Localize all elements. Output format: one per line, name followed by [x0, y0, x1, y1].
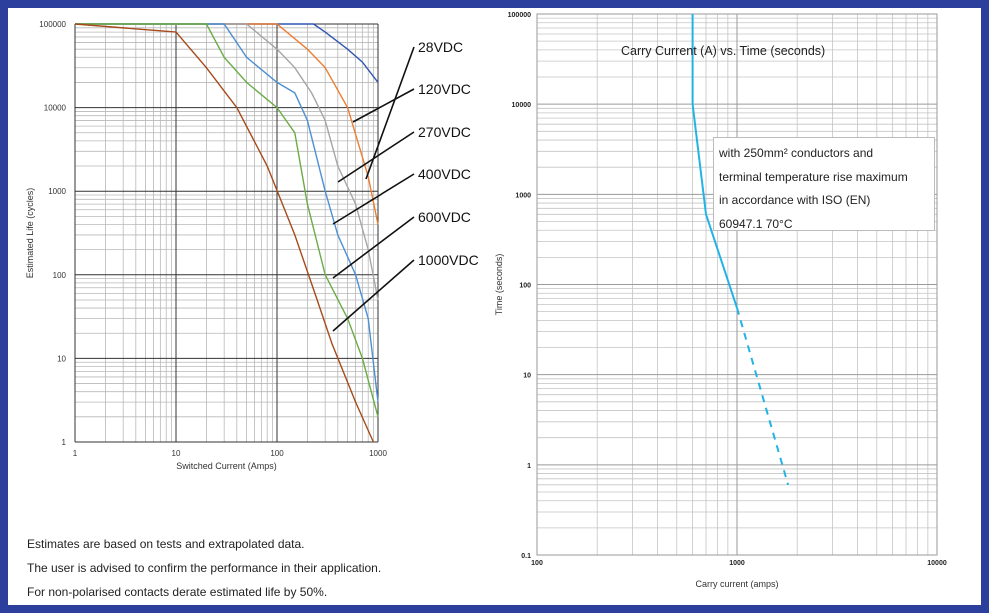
x-tick-label: 100	[270, 449, 284, 458]
top-border	[0, 0, 989, 8]
y-tick-label: 1	[527, 463, 531, 470]
x-tick-label: 1000	[369, 449, 387, 458]
x-axis-label: Carry current (amps)	[695, 579, 778, 589]
left-border	[0, 0, 8, 613]
y-tick-label: 100	[53, 271, 67, 280]
annotation-line-4: 60947.1 70°C	[719, 216, 793, 231]
callout-line-28vdc	[365, 46, 415, 180]
series-label-600vdc: 600VDC	[418, 209, 471, 225]
y-tick-label: 100000	[508, 12, 531, 19]
y-tick-label: 100	[519, 283, 531, 290]
y-tick-label: 1000	[515, 192, 531, 199]
series-label-400vdc: 400VDC	[418, 166, 471, 182]
y-axis-label: Time (seconds)	[494, 254, 504, 316]
chart2-title: Carry Current (A) vs. Time (seconds)	[621, 44, 826, 58]
callout-line-400vdc	[332, 173, 415, 225]
series-line-600vdc	[75, 23, 379, 417]
callout-line-1000vdc	[332, 259, 415, 332]
x-tick-label: 1	[73, 449, 78, 458]
x-axis-label: Switched Current (Amps)	[176, 461, 277, 471]
carry-current-extrapolated-line	[736, 307, 790, 486]
series-line-270vdc	[75, 23, 379, 301]
series-line-400vdc	[75, 23, 379, 403]
note-2: The user is advised to confirm the perfo…	[27, 561, 382, 575]
x-tick-label: 10000	[927, 560, 947, 567]
x-tick-label: 10	[172, 449, 181, 458]
annotation-line-2: terminal temperature rise maximum	[719, 169, 908, 184]
y-tick-label: 10000	[512, 102, 532, 109]
series-label-120vdc: 120VDC	[418, 81, 471, 97]
x-tick-label: 1000	[729, 560, 745, 567]
y-tick-label: 10000	[44, 104, 67, 113]
plot-border	[536, 13, 938, 556]
y-axis-label: Estimated Life (cycles)	[25, 188, 35, 279]
series-line-120vdc	[75, 23, 379, 225]
annotation-line-1: with 250mm² conductors and	[719, 146, 874, 160]
carry-current-line	[691, 14, 738, 309]
annotation-line-3: in accordance with ISO (EN)	[719, 193, 871, 207]
series-line-1000vdc	[74, 23, 375, 443]
right-border	[981, 0, 989, 613]
y-tick-label: 0.1	[521, 553, 531, 560]
y-tick-label: 10	[523, 373, 531, 380]
callout-line-600vdc	[332, 216, 415, 279]
series-label-1000vdc: 1000VDC	[418, 252, 479, 268]
x-tick-label: 100	[531, 560, 543, 567]
chart2-annotation-box: with 250mm² conductors and terminal temp…	[713, 137, 935, 231]
callout-line-120vdc	[352, 88, 415, 123]
series-label-270vdc: 270VDC	[418, 124, 471, 140]
y-tick-label: 100000	[39, 20, 66, 29]
y-tick-label: 1	[62, 438, 67, 447]
callout-line-270vdc	[337, 131, 415, 183]
series-label-28vdc: 28VDC	[418, 39, 463, 55]
bottom-border	[0, 605, 989, 613]
note-3: For non-polarised contacts derate estima…	[27, 585, 328, 599]
y-tick-label: 10	[57, 354, 66, 363]
y-tick-label: 1000	[48, 187, 66, 196]
note-1: Estimates are based on tests and extrapo…	[27, 537, 305, 551]
